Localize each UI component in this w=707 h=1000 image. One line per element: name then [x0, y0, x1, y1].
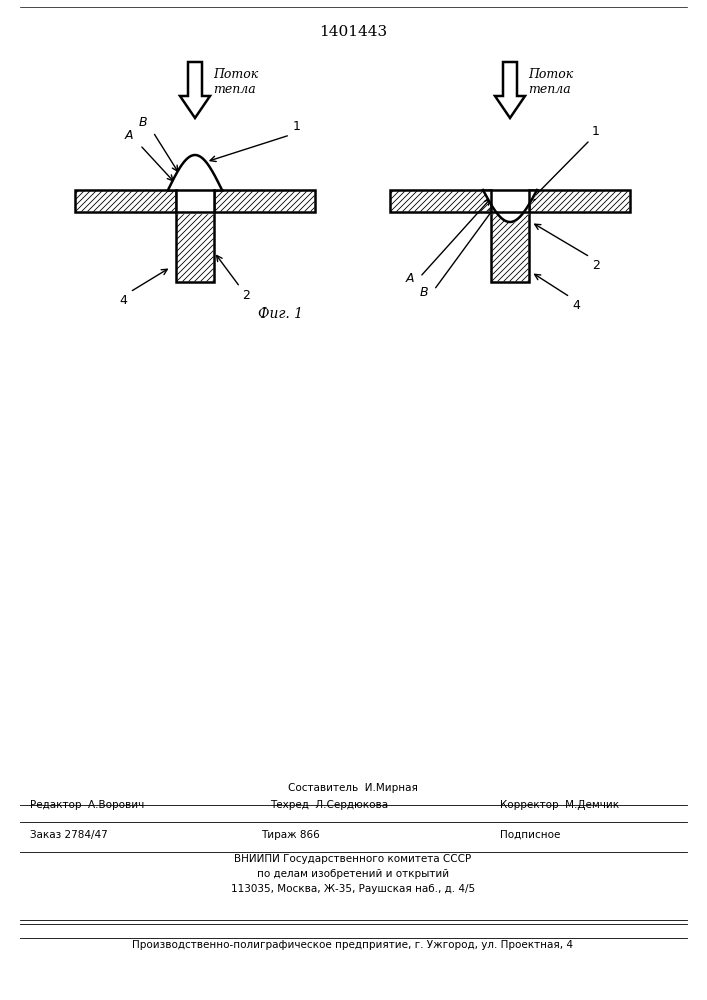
- Text: B: B: [139, 116, 147, 129]
- Bar: [176, 212, 214, 282]
- Text: тепла: тепла: [528, 83, 571, 96]
- Bar: [390, 190, 491, 212]
- Polygon shape: [495, 62, 525, 118]
- Text: Фиг. 1: Фиг. 1: [257, 307, 303, 321]
- Text: Производственно-полиграфическое предприятие, г. Ужгород, ул. Проектная, 4: Производственно-полиграфическое предприя…: [132, 940, 573, 950]
- Text: тепла: тепла: [213, 83, 256, 96]
- Text: ВНИИПИ Государственного комитета СССР: ВНИИПИ Государственного комитета СССР: [235, 854, 472, 864]
- Bar: [75, 190, 176, 212]
- Text: Тираж 866: Тираж 866: [261, 830, 320, 840]
- Text: Редактор  А.Ворович: Редактор А.Ворович: [30, 800, 144, 810]
- Text: 113035, Москва, Ж-35, Раушская наб., д. 4/5: 113035, Москва, Ж-35, Раушская наб., д. …: [231, 884, 475, 894]
- Bar: [529, 190, 630, 212]
- Text: 4: 4: [572, 299, 580, 312]
- Text: 2: 2: [242, 289, 250, 302]
- Text: по делам изобретений и открытий: по делам изобретений и открытий: [257, 869, 449, 879]
- Text: Составитель  И.Мирная: Составитель И.Мирная: [288, 783, 418, 793]
- Text: B: B: [419, 286, 428, 298]
- Text: 4: 4: [119, 294, 127, 307]
- Text: Подписное: Подписное: [500, 830, 561, 840]
- Text: 2: 2: [592, 259, 600, 272]
- Text: Заказ 2784/47: Заказ 2784/47: [30, 830, 107, 840]
- Polygon shape: [180, 62, 210, 118]
- Text: Поток: Поток: [213, 68, 258, 81]
- Text: A: A: [406, 272, 414, 286]
- Bar: [491, 212, 529, 282]
- Text: Техред  Л.Сердюкова: Техред Л.Сердюкова: [270, 800, 388, 810]
- Text: 1: 1: [293, 120, 301, 133]
- Bar: [214, 190, 315, 212]
- Text: 1401443: 1401443: [319, 25, 387, 39]
- Text: A: A: [124, 129, 133, 142]
- Text: 1: 1: [592, 125, 600, 138]
- Text: Поток: Поток: [528, 68, 573, 81]
- Text: Корректор  М.Демчик: Корректор М.Демчик: [500, 800, 619, 810]
